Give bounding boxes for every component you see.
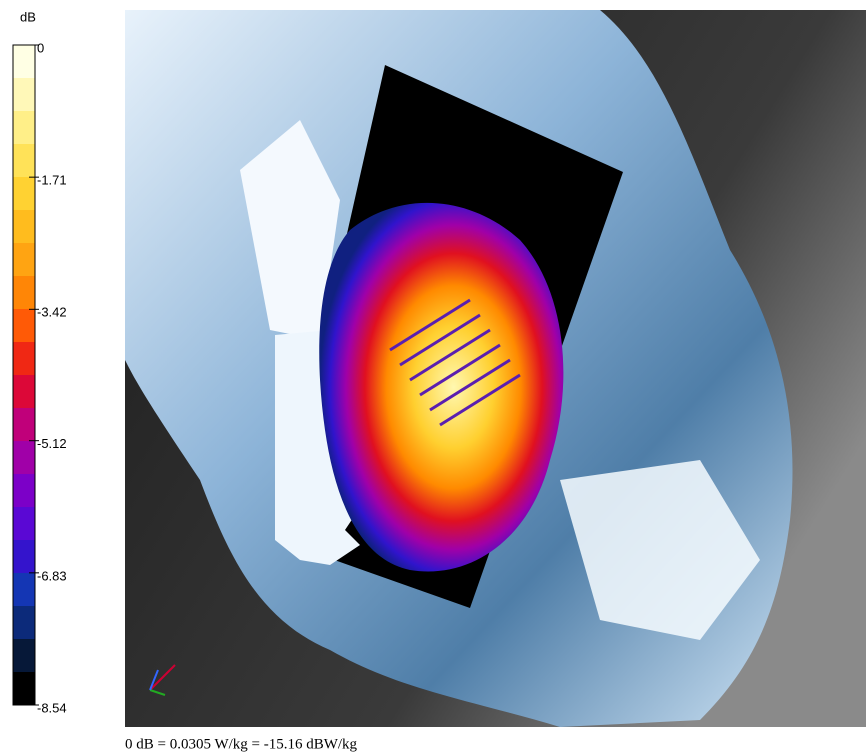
color-band: [13, 45, 35, 79]
tick-label: -1.71: [37, 173, 67, 188]
color-band: [13, 309, 35, 343]
color-band: [13, 276, 35, 310]
color-band: [13, 78, 35, 112]
colorbar-frame: [12, 44, 36, 706]
colorbar: dB 0 -1.71 -3.42 -5.12 -6.83 -8.54: [12, 9, 67, 715]
color-band: [13, 639, 35, 673]
color-band: [13, 144, 35, 178]
color-band: [13, 672, 35, 706]
footer-note: 0 dB = 0.0305 W/kg = -15.16 dBW/kg: [125, 736, 358, 752]
tick-label: -3.42: [37, 305, 67, 320]
color-band: [13, 375, 35, 409]
color-band: [13, 507, 35, 541]
color-band: [13, 210, 35, 244]
color-band: [13, 606, 35, 640]
color-band: [13, 177, 35, 211]
color-band: [13, 573, 35, 607]
color-band: [13, 540, 35, 574]
color-band: [13, 474, 35, 508]
color-band: [13, 408, 35, 442]
color-band: [13, 111, 35, 145]
color-band: [13, 441, 35, 475]
color-band: [13, 243, 35, 277]
tick-label: 0: [37, 40, 44, 55]
tick-label: -5.12: [37, 436, 67, 451]
color-band: [13, 342, 35, 376]
tick-label: -6.83: [37, 568, 67, 583]
render-view: [125, 10, 866, 727]
tick-label: -8.54: [37, 700, 67, 715]
colorbar-unit: dB: [20, 9, 36, 24]
